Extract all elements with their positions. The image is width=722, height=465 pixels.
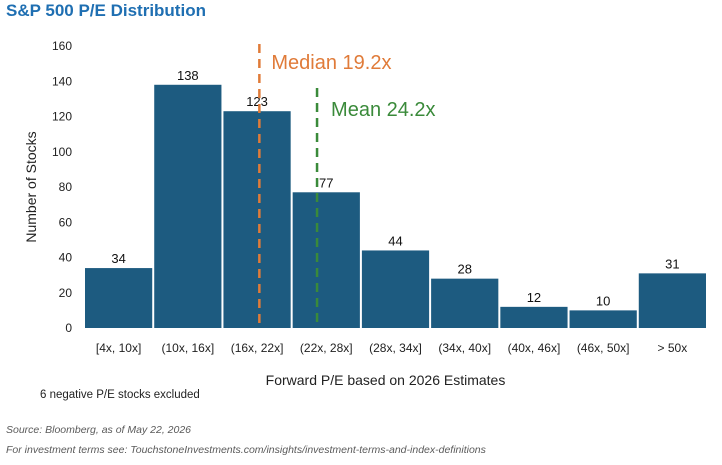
mean-label: Mean 24.2x bbox=[331, 99, 436, 121]
bar-value-label: 31 bbox=[665, 256, 679, 271]
y-tick-label: 20 bbox=[59, 286, 73, 300]
bar-value-label: 12 bbox=[527, 290, 541, 305]
x-tick-label: (28x, 34x] bbox=[369, 341, 422, 355]
bar bbox=[154, 84, 222, 329]
x-tick-label: (16x, 22x] bbox=[231, 341, 284, 355]
y-tick-label: 60 bbox=[59, 215, 73, 229]
bar-value-label: 123 bbox=[246, 94, 268, 109]
x-tick-label: (10x, 16x] bbox=[161, 341, 214, 355]
median-label: Median 19.2x bbox=[271, 52, 391, 74]
bar bbox=[500, 306, 568, 328]
y-tick-label: 100 bbox=[52, 145, 72, 159]
chart-title: S&P 500 P/E Distribution bbox=[6, 1, 206, 20]
y-tick-label: 160 bbox=[52, 39, 72, 53]
y-tick-label: 0 bbox=[65, 321, 72, 335]
x-tick-label: (40x, 46x] bbox=[508, 341, 561, 355]
bar-value-label: 44 bbox=[388, 233, 402, 248]
bar-value-label: 138 bbox=[177, 68, 199, 83]
y-tick-label: 120 bbox=[52, 110, 72, 124]
excluded-note: 6 negative P/E stocks excluded bbox=[40, 389, 200, 401]
bar bbox=[292, 192, 360, 328]
x-tick-label: > 50x bbox=[658, 341, 688, 355]
bar bbox=[431, 278, 499, 328]
source-note: Source: Bloomberg, as of May 22, 2026 bbox=[6, 424, 192, 436]
x-axis-label: Forward P/E based on 2026 Estimates bbox=[266, 372, 506, 388]
y-axis: 0 20 40 60 80 100 120 140 160 bbox=[52, 39, 72, 335]
bar bbox=[569, 310, 637, 328]
x-axis: [4x, 10x] (10x, 16x] (16x, 22x] (22x, 28x] (… bbox=[96, 341, 687, 355]
x-tick-label: (34x, 40x] bbox=[438, 341, 491, 355]
bar-value-label: 77 bbox=[319, 175, 333, 190]
annotations: Median 19.2x Mean 24.2x bbox=[258, 44, 436, 328]
y-tick-label: 140 bbox=[52, 74, 72, 88]
histogram-chart: 0 20 40 60 80 100 120 140 160 34 138 123 77 44 28 12 10… bbox=[23, 39, 706, 401]
x-tick-label: (22x, 28x] bbox=[300, 341, 353, 355]
bar bbox=[361, 250, 430, 328]
bar-value-label: 34 bbox=[111, 251, 125, 266]
y-tick-label: 40 bbox=[59, 251, 73, 265]
bar-value-label: 10 bbox=[596, 293, 610, 308]
bar bbox=[638, 273, 706, 328]
y-tick-label: 80 bbox=[59, 180, 73, 194]
bar-value-label: 28 bbox=[457, 262, 471, 277]
x-tick-label: [4x, 10x] bbox=[96, 341, 141, 355]
terms-note: For investment terms see: TouchstoneInve… bbox=[6, 444, 486, 456]
bar bbox=[85, 268, 153, 328]
bar bbox=[223, 111, 291, 329]
y-axis-label: Number of Stocks bbox=[23, 131, 39, 242]
x-tick-label: (46x, 50x] bbox=[577, 341, 630, 355]
bars: 34 138 123 77 44 28 12 10 31 bbox=[85, 68, 706, 329]
